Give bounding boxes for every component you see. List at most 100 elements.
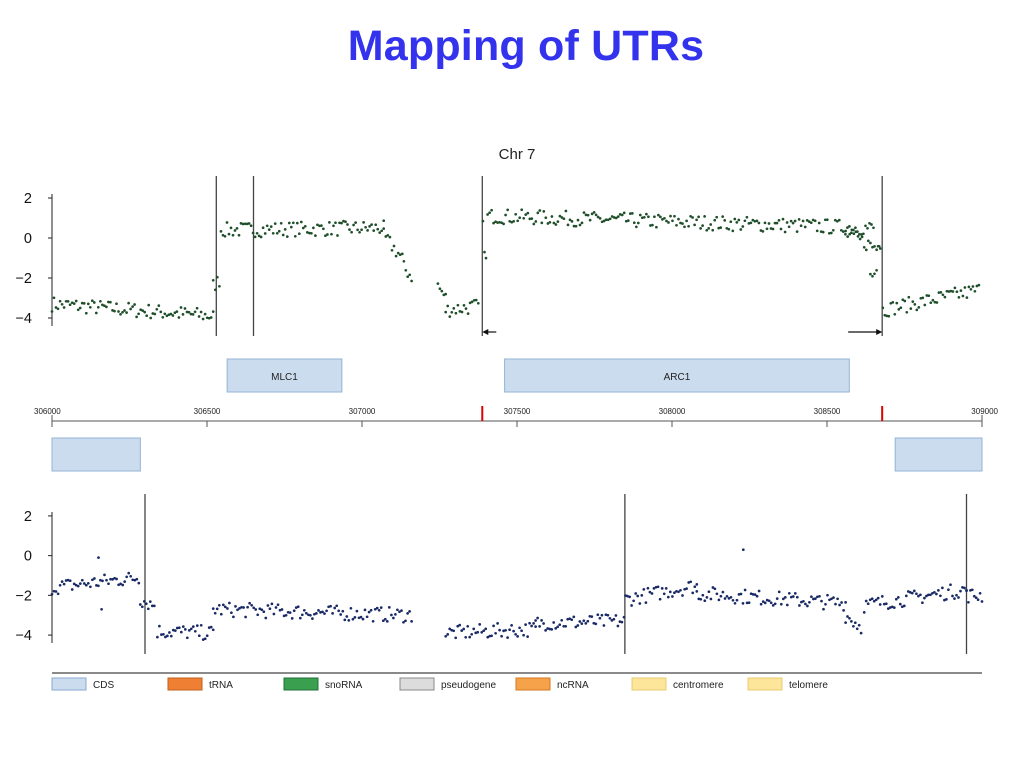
data-point [436,282,440,285]
data-point [669,214,672,218]
data-point [352,223,355,227]
data-point [484,256,488,260]
data-point [868,221,871,225]
data-point [805,219,809,222]
data-point [929,593,932,597]
data-point [351,617,355,621]
data-point [767,599,771,603]
data-point [62,306,66,309]
data-point [375,606,379,610]
data-point [584,622,588,625]
data-point [121,310,124,314]
data-point [610,619,614,622]
slide-title: Mapping of UTRs [347,22,705,70]
data-point [142,600,146,603]
data-point [321,610,324,614]
data-point [915,308,919,312]
data-point [522,633,525,637]
data-point [685,219,688,223]
data-point [656,585,660,589]
data-point [358,230,361,234]
data-point [959,589,962,593]
data-point [217,603,221,607]
data-point [923,303,927,307]
data-point [935,301,939,304]
data-point [464,635,468,639]
data-point [534,619,537,622]
data-point [201,317,205,321]
data-point [691,216,694,219]
data-point [133,303,136,306]
data-point [234,605,237,608]
data-point [836,597,839,601]
data-point [859,631,863,635]
data-point [846,226,849,229]
data-point [884,602,888,606]
data-point [695,218,698,222]
data-point [97,556,100,559]
data-point [534,220,538,223]
data-point [804,602,807,606]
data-point [144,602,148,606]
data-point [482,629,486,633]
data-point [50,310,54,313]
data-point [504,213,507,217]
feature-label: ARC1 [664,372,691,383]
data-point [769,601,773,605]
data-point [86,302,90,306]
legend-label: pseudogene [441,680,496,691]
data-point [910,591,914,595]
data-point [209,316,213,319]
data-point [783,230,787,234]
data-point [743,588,747,592]
data-point [241,222,245,226]
data-point [84,583,88,587]
data-point [747,601,751,605]
data-point [739,228,743,231]
legend-swatch [747,677,783,691]
data-point [673,214,676,218]
data-point [679,588,682,592]
data-point [725,594,729,598]
data-point [227,232,231,236]
data-point [524,213,528,216]
data-point [947,290,951,293]
data-point [558,214,562,218]
data-point [608,217,612,221]
data-point [376,227,380,231]
data-point [347,619,351,622]
data-point [655,225,658,229]
data-point [882,602,886,606]
data-point [173,629,177,632]
data-point [886,607,890,610]
data-point [458,623,462,627]
data-point [568,617,572,621]
data-point [361,617,365,621]
data-point [894,597,898,601]
data-point [344,220,347,224]
data-point [767,222,771,225]
data-point [368,225,371,228]
data-point [606,613,610,617]
data-point [68,579,72,583]
data-point [476,301,480,305]
feature-box [894,437,983,472]
data-point [809,221,813,225]
data-point [779,602,783,606]
data-point [211,310,215,313]
data-point [159,310,163,314]
data-point [390,248,394,252]
data-point [181,313,185,316]
legend-swatch [51,677,87,691]
data-point [268,607,272,611]
data-point [703,599,707,603]
data-point [844,621,847,624]
data-point [121,583,125,587]
data-point [152,604,156,608]
data-point [274,606,278,609]
data-point [947,588,950,592]
data-point [719,594,723,598]
data-point [791,221,795,225]
data-point [400,609,403,612]
data-point [456,303,460,307]
